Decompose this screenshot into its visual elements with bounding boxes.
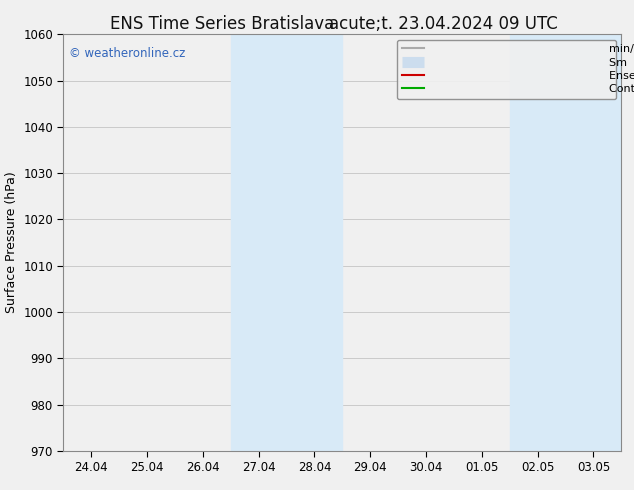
Bar bbox=[510, 34, 621, 451]
Y-axis label: Surface Pressure (hPa): Surface Pressure (hPa) bbox=[4, 172, 18, 314]
Text: ENS Time Series Bratislava: ENS Time Series Bratislava bbox=[110, 15, 334, 33]
Legend: min/max, Sm  283;rodatn  acute; odchylka, Ensemble mean run, Controll run: min/max, Sm 283;rodatn acute; odchylka, … bbox=[397, 40, 616, 99]
Text: © weatheronline.cz: © weatheronline.cz bbox=[69, 47, 185, 60]
Bar bbox=[231, 34, 342, 451]
Text: acute;t. 23.04.2024 09 UTC: acute;t. 23.04.2024 09 UTC bbox=[330, 15, 558, 33]
